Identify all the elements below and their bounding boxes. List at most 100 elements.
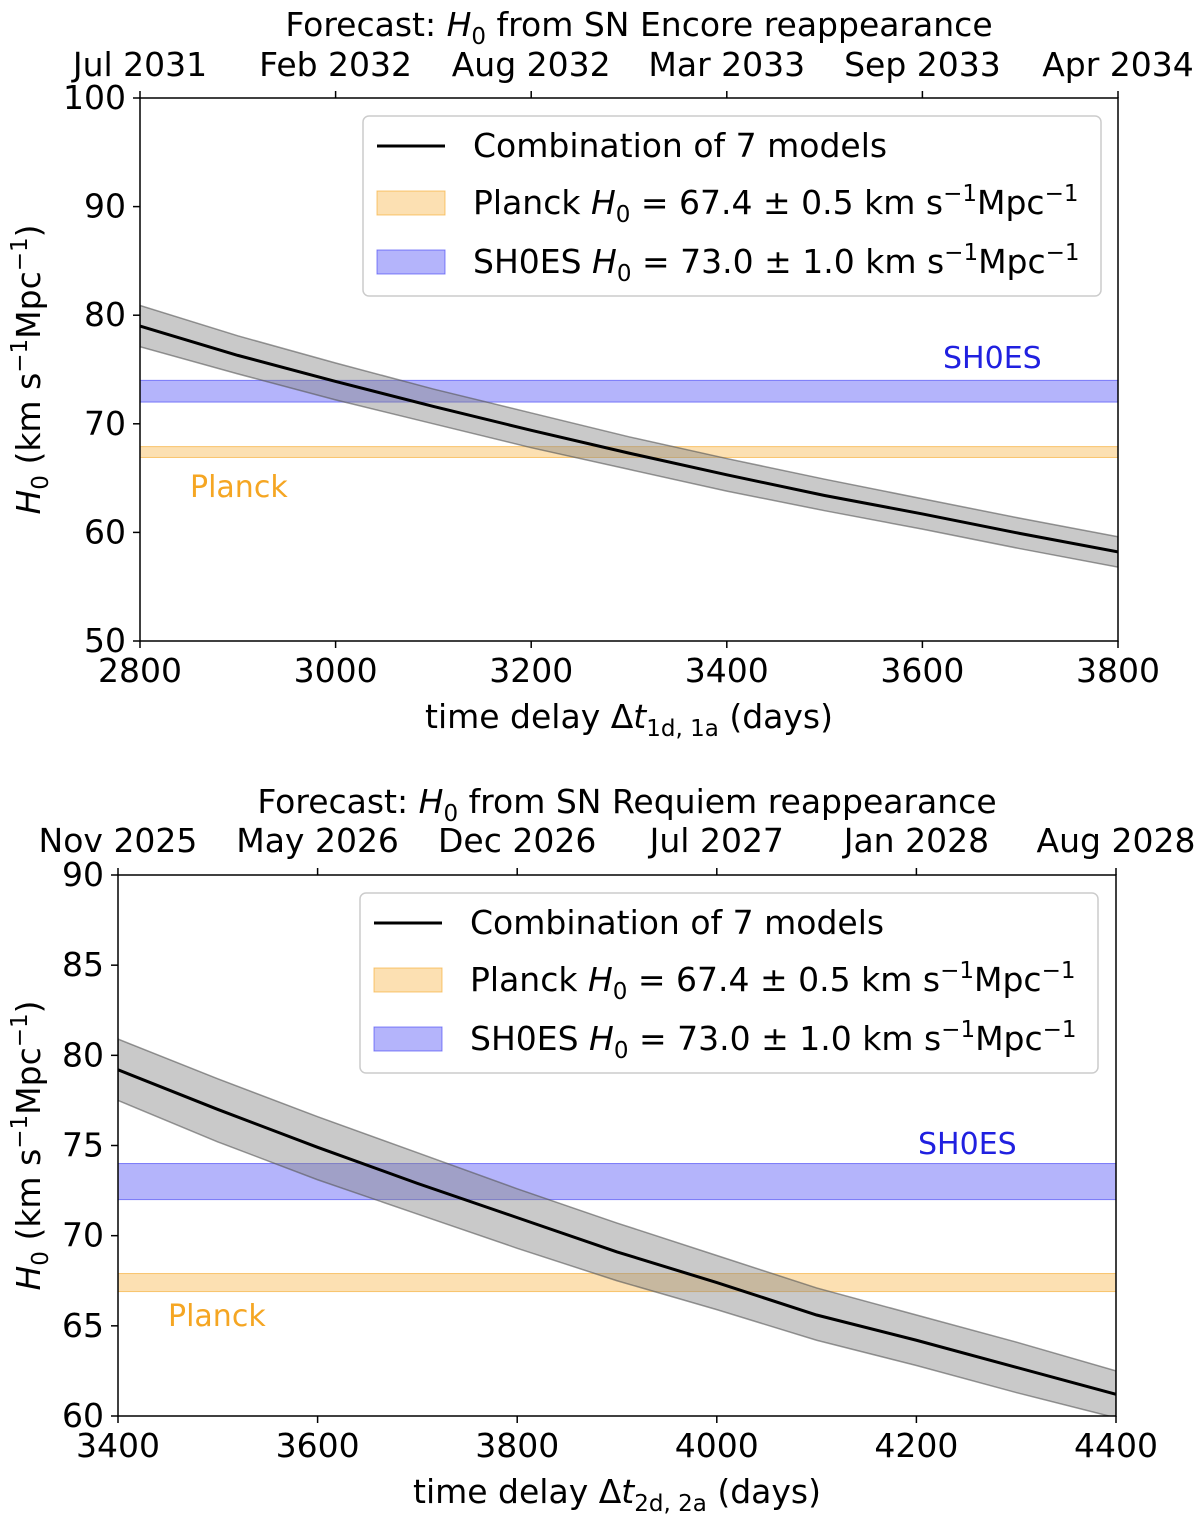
top-tick-label: May 2026 (236, 821, 399, 860)
y-tick-label: 70 (84, 404, 126, 443)
legend-h-symbol: H (588, 960, 613, 999)
legend-mpc: Mpc (977, 183, 1045, 222)
legend-value: = 67.4 ± 0.5 km s (627, 960, 940, 999)
x-tick-label: 4000 (675, 1426, 759, 1465)
legend-sup: −1 (1042, 958, 1076, 984)
title-suffix: from SN Encore reappearance (486, 5, 993, 44)
ylabel-sup: −1 (7, 1115, 33, 1149)
ylabel-sub: 0 (28, 1251, 54, 1266)
ylabel-units: (km s (9, 1149, 48, 1251)
planck-annotation: Planck (168, 1299, 266, 1334)
xlabel-symbol: t (621, 1472, 635, 1511)
top-tick-label: Sep 2033 (844, 45, 1001, 84)
sh0es-band (140, 379, 1118, 403)
title-prefix: Forecast: (285, 5, 446, 44)
series-line (118, 1068, 1116, 1396)
uncertainty-band (118, 1038, 1116, 1416)
x-axis-label: time delay Δt1d, 1a (days) (425, 697, 833, 742)
y-tick-label: 65 (62, 1306, 104, 1345)
plot-area (118, 1038, 1116, 1416)
x-tick-label: 3000 (294, 651, 378, 690)
legend-box (362, 115, 1102, 297)
panel-requiem: Planck SH0ES 3400 Nov 2025 3600 May 2026 3800 D… (7, 782, 1195, 1516)
x-tick-label: 3800 (1076, 651, 1160, 690)
x-tick-label: 2800 (98, 651, 182, 690)
xlabel-sub: 2d, 2a (634, 1491, 707, 1516)
legend-shoes-handle (376, 249, 446, 275)
legend-name: SH0ES (470, 1019, 589, 1058)
ylabel-sup: −1 (7, 339, 33, 373)
top-tick-label: Mar 2033 (648, 45, 805, 84)
panel-encore: Planck SH0ES 2800 Jul 2031 3000 Feb 2032 3200 A… (7, 5, 1194, 742)
uncertainty-band (140, 304, 1118, 568)
legend-sup: −1 (944, 240, 978, 266)
legend-h-sub: 0 (616, 202, 631, 228)
xlabel-prefix: time delay Δ (413, 1472, 622, 1511)
y-tick-label: 70 (62, 1216, 104, 1255)
legend-h-symbol: H (589, 1019, 614, 1058)
ylabel-close: ) (9, 1000, 48, 1013)
ylabel-sup: −1 (7, 1013, 33, 1047)
top-tick-label: Aug 2032 (452, 45, 611, 84)
y-tick-label: 80 (62, 1035, 104, 1074)
ylabel-units: (km s (9, 373, 48, 475)
xlabel-suffix: (days) (719, 697, 833, 736)
xlabel-symbol: t (633, 697, 647, 736)
top-tick-label: Dec 2026 (438, 821, 596, 860)
chart-title: Forecast: H0 from SN Encore reappearance (285, 5, 992, 50)
y-tick-label: 85 (62, 945, 104, 984)
legend-shoes-handle (373, 1026, 443, 1052)
legend-name: SH0ES (473, 242, 592, 281)
legend-h-sub: 0 (614, 1038, 629, 1064)
xlabel-prefix: time delay Δ (425, 697, 634, 736)
legend-value: = 67.4 ± 0.5 km s (630, 183, 943, 222)
x-axis-label: time delay Δt2d, 2a (days) (413, 1472, 821, 1516)
legend-value: = 73.0 ± 1.0 km s (629, 1019, 942, 1058)
sh0es-band (118, 1163, 1116, 1201)
legend-label-line: Combination of 7 models (473, 126, 887, 165)
legend-sup: −1 (1046, 240, 1080, 266)
legend-h-symbol: H (592, 242, 617, 281)
y-axis-label: H0 (km s−1Mpc−1) (7, 224, 54, 514)
top-tick-label: Jul 2031 (71, 45, 207, 84)
x-tick-label: 3200 (489, 651, 573, 690)
y-tick-label: 60 (62, 1396, 104, 1435)
plot-area (140, 304, 1118, 568)
legend-sup: −1 (943, 181, 977, 207)
x-tick-label: 3400 (76, 1426, 160, 1465)
legend-sup: −1 (941, 1017, 975, 1043)
legend-sup: −1 (1043, 1017, 1077, 1043)
title-symbol: H (447, 5, 472, 44)
legend-h-symbol: H (591, 183, 616, 222)
ylabel-sup: −1 (7, 237, 33, 271)
legend-name: Planck (470, 960, 588, 999)
title-symbol-sub: 0 (443, 801, 458, 827)
legend-sup: −1 (1045, 181, 1079, 207)
y-tick-label: 90 (62, 855, 104, 894)
title-symbol: H (419, 782, 444, 821)
x-tick-label: 3600 (880, 651, 964, 690)
legend-box (359, 892, 1099, 1074)
legend-mpc: Mpc (974, 960, 1042, 999)
ylabel-mpc: Mpc (9, 1047, 48, 1115)
y-tick-label: 60 (84, 512, 126, 551)
shoes-annotation: SH0ES (943, 341, 1042, 376)
y-tick-label: 50 (84, 621, 126, 660)
planck-annotation: Planck (190, 470, 288, 505)
legend-h-sub: 0 (617, 261, 632, 287)
x-tick-label: 4400 (1074, 1426, 1158, 1465)
top-tick-label: Jan 2028 (842, 821, 989, 860)
ylabel-symbol: H (9, 490, 48, 515)
legend-label-shoes: SH0ES H0 = 73.0 ± 1.0 km s−1Mpc−1 (470, 1017, 1077, 1064)
legend-planck-handle (376, 190, 446, 216)
legend-label-shoes: SH0ES H0 = 73.0 ± 1.0 km s−1Mpc−1 (473, 240, 1080, 287)
y-tick-label: 100 (63, 78, 126, 117)
x-tick-label: 3800 (475, 1426, 559, 1465)
top-tick-label: Jul 2027 (648, 821, 784, 860)
top-tick-label: Aug 2028 (1037, 821, 1196, 860)
x-tick-label: 3600 (276, 1426, 360, 1465)
xlabel-sub: 1d, 1a (646, 716, 719, 742)
legend-mpc: Mpc (975, 1019, 1043, 1058)
ylabel-sub: 0 (28, 475, 54, 490)
